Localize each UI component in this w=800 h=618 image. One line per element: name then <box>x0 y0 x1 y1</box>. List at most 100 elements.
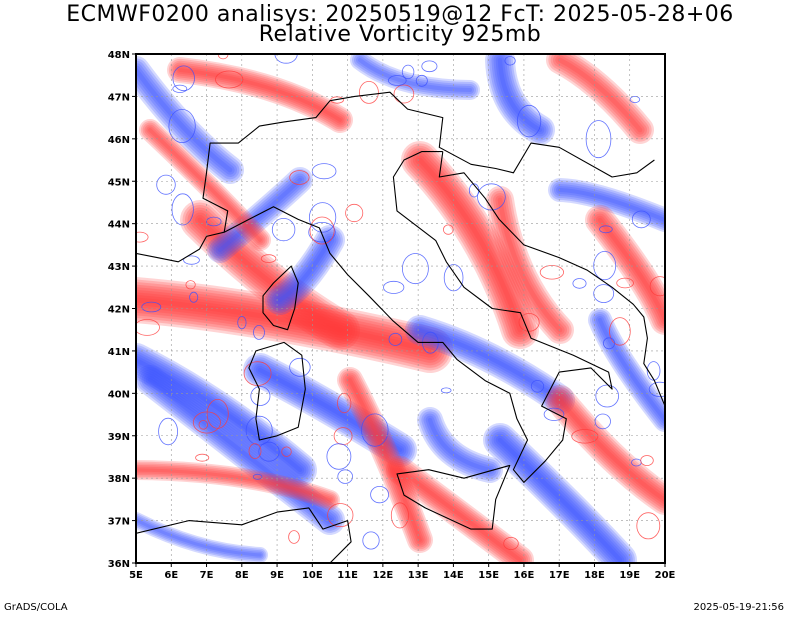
vorticity-contour-band <box>338 368 432 552</box>
latitude-tick-label: 36N <box>108 559 130 570</box>
vorticity-contour-band <box>136 279 451 371</box>
vorticity-contour-band <box>392 462 528 563</box>
vorticity-contour-ring <box>198 419 209 430</box>
vorticity-contour-ring <box>595 384 619 408</box>
vorticity-contour-ring <box>383 280 405 294</box>
map-title-line1: ECMWF0200 analisys: 20250519@12 FcT: 202… <box>66 2 734 27</box>
vorticity-contour-band <box>255 365 405 455</box>
vorticity-contour-band <box>136 516 264 559</box>
vorticity-contour-band <box>136 512 268 563</box>
vorticity-contour-band <box>427 417 493 473</box>
vorticity-contour-band <box>410 150 530 340</box>
vorticity-contour-band <box>550 54 650 140</box>
vorticity-contour-band <box>553 54 647 137</box>
vorticity-contour-ring <box>195 453 210 462</box>
vorticity-contour-ring <box>504 56 516 66</box>
vorticity-contour-ring <box>288 530 300 544</box>
vorticity-contour-band <box>555 55 645 135</box>
vorticity-contour-band <box>143 373 337 527</box>
vorticity-contour-band <box>253 363 407 457</box>
vorticity-contour-band <box>344 374 426 546</box>
vorticity-contour-ring <box>192 411 221 434</box>
vorticity-contour-band <box>590 310 665 430</box>
vorticity-contour-ring <box>206 216 222 227</box>
vorticity-contour-band <box>495 55 545 135</box>
vorticity-contour-ring <box>390 502 409 529</box>
vorticity-contour-ring <box>572 278 587 289</box>
vorticity-contour-ring <box>337 392 352 414</box>
vorticity-contour-band <box>346 376 424 544</box>
vorticity-contour-band <box>249 359 411 461</box>
vorticity-contour-band <box>557 57 643 133</box>
vorticity-contour-band <box>490 190 570 340</box>
vorticity-contour-ring <box>503 537 519 551</box>
latitude-tick-label: 39N <box>108 432 130 443</box>
vorticity-contour-ring <box>593 251 617 281</box>
vorticity-contour-band <box>136 345 315 485</box>
vorticity-contour-ring <box>649 276 665 297</box>
vorticity-contour-ring <box>172 65 195 92</box>
vorticity-contour-band <box>247 357 413 463</box>
vorticity-contour-ring <box>215 70 244 89</box>
vorticity-contour-band <box>217 177 303 253</box>
vorticity-contour-band <box>588 308 665 432</box>
vorticity-contour-band <box>585 205 665 335</box>
vorticity-contour-band <box>386 456 534 563</box>
vorticity-contour-ring <box>599 225 613 234</box>
vorticity-contour-band <box>136 349 311 481</box>
vorticity-contour-band <box>548 178 665 232</box>
vorticity-contour-band <box>136 347 313 483</box>
vorticity-contour-ring <box>258 441 280 462</box>
vorticity-contour-band <box>489 429 631 563</box>
vorticity-contour-band <box>403 143 537 347</box>
vorticity-contour-ring <box>271 218 296 242</box>
vorticity-contour-band <box>269 229 341 311</box>
vorticity-contour-ring <box>289 357 311 377</box>
longitude-tick-label: 5E <box>129 570 143 581</box>
vorticity-contour-ring <box>171 193 194 226</box>
longitude-tick-label: 17E <box>549 570 570 581</box>
vorticity-contour-ring <box>326 443 352 470</box>
vorticity-contour-band <box>136 343 317 487</box>
latitude-tick-label: 42N <box>108 305 130 316</box>
vorticity-contour-band <box>136 518 262 557</box>
vorticity-contour-ring <box>308 202 337 233</box>
vorticity-contour-ring <box>571 429 599 444</box>
longitude-tick-label: 8E <box>235 570 249 581</box>
vorticity-contour-band <box>209 169 311 261</box>
vorticity-contour-ring <box>309 216 335 245</box>
vorticity-contour-ring <box>252 473 263 480</box>
vorticity-contour-band <box>421 411 499 479</box>
vorticity-contour-band <box>546 54 654 144</box>
vorticity-contour-ring <box>516 104 542 138</box>
vorticity-contour-band <box>401 141 539 349</box>
vorticity-contour-band <box>145 375 335 525</box>
vorticity-contour-ring <box>358 81 379 104</box>
vorticity-contour-band <box>489 54 551 141</box>
vorticity-contour-band <box>197 217 343 333</box>
vorticity-contour-ring <box>543 407 565 421</box>
vorticity-contour-band <box>139 119 271 251</box>
vorticity-contour-band <box>190 210 350 340</box>
vorticity-contour-band <box>557 397 665 503</box>
vorticity-contour-band <box>215 175 305 255</box>
vorticity-contour-ring <box>609 317 631 346</box>
vorticity-contour-band <box>136 63 237 177</box>
vorticity-contour-band <box>136 292 438 358</box>
vorticity-contour-band <box>417 157 523 333</box>
vorticity-contour-band <box>170 60 350 130</box>
vorticity-contour-band <box>495 435 625 563</box>
vorticity-contour-ring <box>168 109 196 144</box>
vorticity-contour-ring <box>253 324 265 340</box>
vorticity-contour-band <box>552 182 665 228</box>
longitude-tick-label: 10E <box>302 570 323 581</box>
vorticity-contour-ring <box>648 381 665 397</box>
france-coastline <box>136 236 207 263</box>
latitude-tick-label: 44N <box>108 220 130 231</box>
vorticity-contour-band <box>167 57 353 133</box>
north-africa-coastline <box>136 507 352 563</box>
sardinia-coastline <box>248 341 306 441</box>
vorticity-contour-band <box>337 367 433 553</box>
vorticity-contour-ring <box>362 531 380 550</box>
vorticity-contour-ring <box>311 163 337 180</box>
